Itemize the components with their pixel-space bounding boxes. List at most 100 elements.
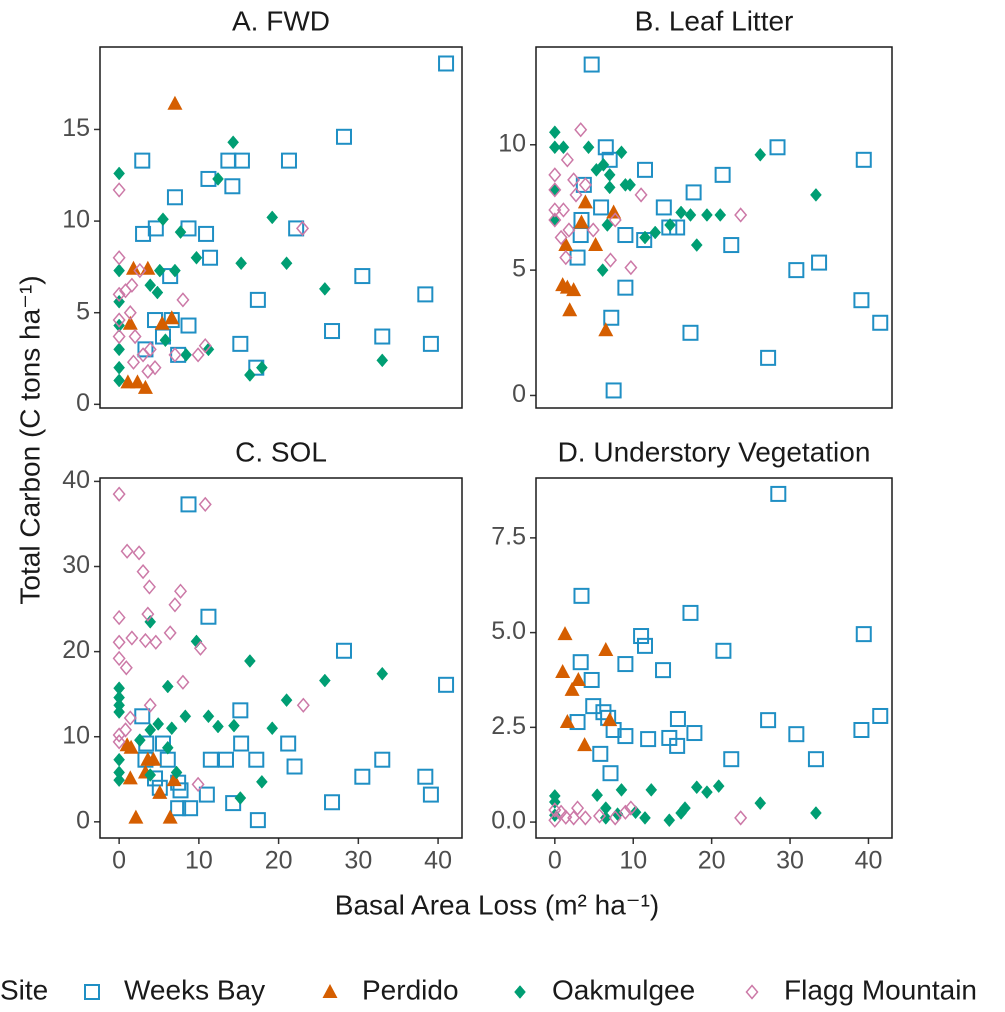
point [136, 563, 150, 580]
point [422, 786, 439, 803]
point [548, 202, 562, 218]
point [232, 702, 249, 719]
point [190, 250, 203, 265]
point [191, 347, 205, 363]
point [788, 726, 805, 743]
point [598, 322, 614, 337]
point [180, 317, 197, 334]
point [234, 791, 247, 805]
x-tick-label: 20 [698, 847, 726, 875]
point [684, 208, 697, 222]
x-axis-title: Basal Area Loss (m² ha⁻¹) [335, 889, 659, 920]
point [574, 122, 588, 138]
point [629, 805, 642, 820]
point [123, 710, 137, 726]
point [734, 207, 748, 223]
y-tick-label: 10 [498, 129, 526, 157]
point [569, 187, 583, 203]
point [602, 712, 618, 727]
point [233, 152, 250, 169]
legend-marker [514, 985, 526, 999]
point [769, 139, 786, 156]
point [712, 779, 725, 793]
point [548, 183, 561, 197]
point [296, 220, 310, 237]
point [166, 189, 183, 206]
point [855, 626, 872, 643]
point [554, 229, 568, 246]
point [141, 606, 155, 622]
point [288, 220, 305, 237]
point [593, 199, 610, 216]
point [112, 634, 126, 650]
panel-border [99, 46, 463, 409]
point [128, 328, 142, 345]
point [335, 128, 352, 145]
point [144, 278, 157, 293]
point [636, 161, 653, 178]
panel-title: A. FWD [232, 5, 330, 36]
point [149, 634, 163, 650]
x-tick-label: 30 [344, 847, 372, 875]
point [770, 485, 787, 502]
legend-label: Weeks Bay [124, 974, 265, 1005]
point [119, 660, 133, 676]
point [217, 751, 234, 768]
point [113, 752, 125, 767]
point [159, 333, 172, 348]
point [119, 722, 133, 738]
x-tick-label: 0 [112, 847, 126, 875]
point [170, 800, 187, 817]
point [134, 708, 151, 725]
point [714, 208, 727, 222]
point [129, 374, 145, 389]
point [655, 199, 672, 216]
point [179, 709, 192, 724]
point [266, 210, 279, 225]
point [134, 152, 151, 169]
y-tick-label: 2.5 [491, 712, 526, 740]
point [176, 292, 190, 308]
point [148, 360, 162, 376]
point [624, 800, 638, 816]
point [212, 172, 224, 186]
point [559, 249, 573, 266]
point [640, 731, 657, 748]
point [548, 812, 562, 828]
point [603, 167, 616, 182]
point [567, 810, 581, 826]
x-tick-label: 0 [548, 847, 562, 875]
point [112, 734, 126, 750]
point [669, 737, 686, 754]
point [174, 225, 187, 239]
point [280, 693, 293, 708]
point [619, 177, 632, 192]
point [633, 628, 650, 645]
point [145, 751, 161, 766]
point [154, 315, 170, 330]
point [249, 812, 266, 829]
point [578, 810, 592, 826]
y-axis-title: Total Carbon (C tons ha⁻¹) [14, 275, 45, 604]
point [122, 315, 138, 330]
point [556, 202, 570, 218]
x-tick-label: 20 [265, 847, 293, 875]
point [603, 180, 616, 195]
point [810, 806, 822, 820]
point [266, 721, 279, 736]
point [112, 609, 126, 626]
point [202, 709, 215, 724]
point [153, 263, 166, 278]
panel-title: D. Understory Vegetation [558, 436, 871, 467]
point [168, 597, 182, 613]
point [123, 739, 139, 754]
point [788, 262, 805, 279]
point [113, 373, 125, 388]
point [603, 252, 618, 268]
point [198, 496, 212, 513]
point [562, 302, 578, 317]
point [872, 707, 889, 724]
panel-title: C. SOL [235, 436, 327, 467]
point [159, 751, 176, 768]
